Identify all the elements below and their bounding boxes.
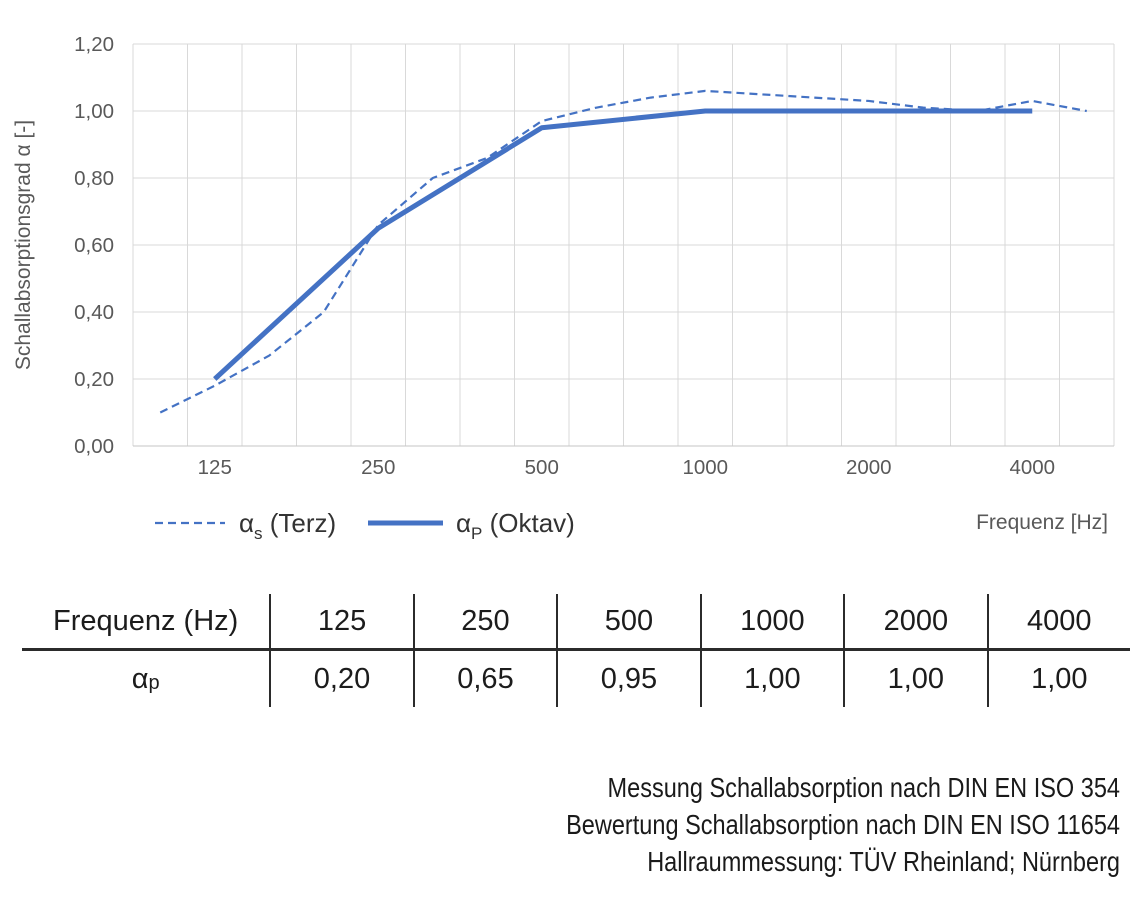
legend-label: αP (Oktav) — [456, 508, 575, 543]
y-tick-label: 0,80 — [74, 167, 114, 190]
y-tick-label: 0,40 — [74, 301, 114, 324]
terz-series-line — [159, 89, 1087, 414]
table-header-row: Frequenz (Hz) 125 250 500 1000 2000 4000 — [22, 594, 1130, 651]
x-tick-label: 250 — [361, 456, 395, 479]
table-alpha-value: 0,65 — [415, 651, 559, 707]
x-tick-label: 4000 — [1009, 456, 1055, 479]
x-axis-title: Frequenz [Hz] — [976, 511, 1108, 534]
table-alpha-value: 1,00 — [1031, 662, 1088, 695]
x-tick-label: 1000 — [682, 456, 728, 479]
absorption-table: Frequenz (Hz) 125 250 500 1000 2000 4000 α p 0,2… — [22, 594, 1130, 707]
note-line-1: Messung Schallabsorption nach DIN EN ISO… — [607, 772, 1120, 803]
oktav-series-line — [213, 108, 1033, 381]
table-header-freq-value: 125 — [271, 594, 415, 648]
table-header-freq-value: 500 — [558, 594, 702, 648]
y-tick-label: 0,60 — [74, 234, 114, 257]
x-tick-label: 2000 — [846, 456, 892, 479]
y-tick-label: 0,00 — [74, 435, 114, 458]
y-tick-label: 1,20 — [74, 33, 114, 56]
y-tick-label: 1,00 — [74, 100, 114, 123]
measurement-notes: Messung Schallabsorption nach DIN EN ISO… — [179, 769, 1120, 880]
x-tick-label: 125 — [198, 456, 232, 479]
table-alpha-value: 1,00 — [845, 651, 989, 707]
table-header-freq-value: 4000 — [1027, 604, 1092, 637]
table-alpha-value: 0,20 — [271, 651, 415, 707]
note-line-2: Bewertung Schallabsorption nach DIN EN I… — [566, 809, 1120, 840]
table-alpha-value: 1,00 — [702, 651, 846, 707]
y-axis-title: Schallabsorptionsgrad α [-] — [12, 120, 35, 370]
note-line-3: Hallraummessung: TÜV Rheinland; Nürnberg — [647, 846, 1120, 877]
legend-label: αs (Terz) — [239, 508, 336, 543]
table-header-freq-value: 2000 — [845, 594, 989, 648]
table-header-frequency: Frequenz (Hz) — [22, 594, 272, 648]
x-tick-label: 500 — [525, 456, 559, 479]
table-header-freq-value: 250 — [415, 594, 559, 648]
table-value-row: α p 0,20 0,65 0,95 1,00 1,00 1,00 — [22, 651, 1130, 707]
absorption-line-chart: 0,00 0,20 0,40 0,60 0,80 1,00 1,20 125 250 500 100… — [12, 33, 1115, 543]
table-alpha-value: 0,95 — [558, 651, 702, 707]
y-tick-label: 0,20 — [74, 368, 114, 391]
table-header-freq-value: 1000 — [702, 594, 846, 648]
